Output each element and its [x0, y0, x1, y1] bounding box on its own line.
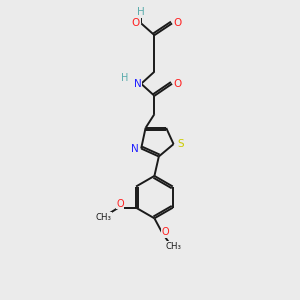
Text: CH₃: CH₃ [96, 213, 112, 222]
Text: O: O [162, 227, 170, 237]
Text: CH₃: CH₃ [166, 242, 182, 251]
Text: H: H [121, 74, 129, 83]
Text: O: O [132, 18, 140, 28]
Text: O: O [173, 18, 181, 28]
Text: N: N [131, 143, 139, 154]
Text: O: O [116, 199, 124, 208]
Text: O: O [173, 79, 181, 89]
Text: H: H [137, 7, 145, 17]
Text: N: N [134, 79, 142, 89]
Text: S: S [178, 139, 184, 149]
